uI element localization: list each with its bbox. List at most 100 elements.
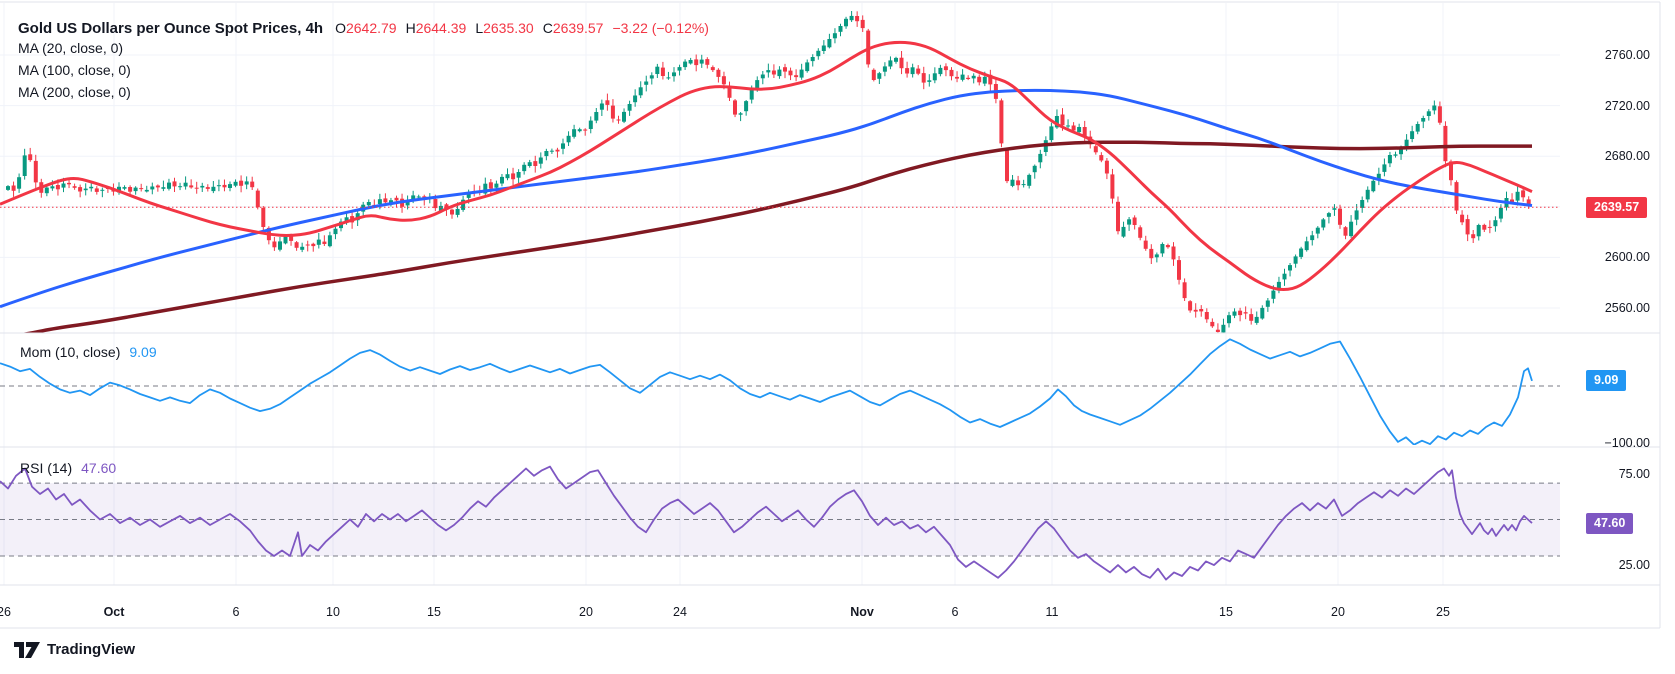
- candle-up: [982, 76, 987, 84]
- candle-down: [899, 57, 904, 69]
- candle-up: [89, 186, 94, 189]
- ma200-legend[interactable]: MA (200, close, 0): [18, 84, 131, 100]
- time-tick-label: 11: [1045, 605, 1059, 619]
- candle-up: [144, 189, 149, 192]
- candle-up: [572, 129, 577, 137]
- candle-up: [1304, 241, 1309, 251]
- candle-down: [1343, 227, 1348, 236]
- symbol-title-row[interactable]: Gold US Dollars per Ounce Spot Prices, 4…: [18, 20, 709, 37]
- candle-down: [1465, 219, 1470, 235]
- mom-pane[interactable]: [0, 338, 1533, 445]
- candle-up: [500, 176, 504, 184]
- candle-down: [710, 67, 715, 71]
- candle-up: [283, 235, 288, 244]
- candle-up: [838, 26, 843, 32]
- candle-up: [516, 172, 521, 178]
- rsi-pane-legend[interactable]: RSI (14) 47.60: [20, 460, 116, 476]
- candle-up: [1049, 126, 1054, 141]
- candle-up: [216, 185, 221, 187]
- candle-up: [1260, 307, 1265, 319]
- candle-up: [167, 182, 171, 189]
- candle-down: [444, 204, 449, 210]
- mom-pane-legend[interactable]: Mom (10, close) 9.09: [20, 344, 157, 360]
- candle-up: [1349, 221, 1354, 237]
- candle-down: [977, 76, 982, 83]
- tradingview-glyph-icon: [14, 641, 40, 658]
- time-tick-label: 25: [1436, 605, 1450, 619]
- candle-up: [527, 162, 532, 166]
- candle-up: [821, 45, 826, 51]
- price-tick-label: 2760.00: [1604, 48, 1650, 62]
- candle-down: [67, 182, 71, 185]
- candle-up: [1360, 200, 1365, 208]
- candle-up: [738, 113, 743, 115]
- candle-up: [549, 150, 554, 152]
- time-tick-label: 26: [0, 605, 11, 619]
- ma20-legend[interactable]: MA (20, close, 0): [18, 40, 124, 56]
- time-tick-label: Oct: [103, 605, 125, 619]
- time-tick-label: 20: [1331, 605, 1345, 619]
- price-scale[interactable]: 2760.00 2720.00 2680.00 2600.00 2560.00 2639.…: [1560, 0, 1675, 628]
- candle-down: [1177, 260, 1181, 280]
- candle-down: [771, 70, 776, 75]
- candle-down: [172, 181, 177, 187]
- rsi-pane[interactable]: [0, 465, 1533, 581]
- candle-up: [599, 103, 604, 110]
- candle-up: [183, 182, 188, 187]
- candle-down: [788, 70, 793, 76]
- candle-up: [1271, 290, 1276, 299]
- candle-up: [17, 177, 22, 189]
- candle-up: [1371, 180, 1376, 192]
- tradingview-logo[interactable]: TradingView: [14, 641, 135, 658]
- high-label: H: [405, 20, 416, 36]
- candle-down: [1116, 201, 1120, 232]
- candle-up: [1121, 226, 1126, 237]
- rsi-tick-label: 75.00: [1618, 466, 1650, 481]
- candle-up: [644, 81, 649, 85]
- ma100-line: [0, 88, 1533, 309]
- last-price-badge: 2639.57: [1586, 196, 1648, 218]
- price-tick-label: 2680.00: [1604, 149, 1650, 164]
- time-scale[interactable]: 26 Oct 6 10 15 20 24 Nov 6 11 15 20 25: [0, 585, 1560, 628]
- time-tick-label: 10: [326, 605, 340, 619]
- candle-up: [799, 69, 804, 78]
- candle-up: [333, 228, 338, 235]
- candle-down: [1005, 149, 1009, 182]
- candle-up: [6, 186, 10, 190]
- candle-up: [344, 217, 349, 223]
- candle-up: [677, 67, 682, 71]
- candle-up: [688, 60, 693, 64]
- candle-up: [1498, 207, 1503, 219]
- candle-up: [932, 73, 937, 81]
- ohlc-close: C2639.57: [543, 20, 604, 36]
- time-tick-label: 20: [579, 605, 593, 619]
- time-tick-label: Nov: [850, 605, 874, 619]
- candle-up: [411, 195, 416, 201]
- candle-up: [161, 187, 166, 189]
- candle-down: [916, 68, 921, 74]
- candle-down: [1249, 314, 1254, 321]
- candle-up: [849, 15, 854, 21]
- candle-up: [1221, 324, 1226, 333]
- candle-down: [11, 185, 16, 191]
- candle-down: [1471, 234, 1476, 239]
- candle-down: [733, 100, 737, 115]
- candle-down: [660, 67, 665, 76]
- candle-up: [200, 185, 205, 188]
- candle-up: [1376, 173, 1381, 179]
- candle-down: [871, 69, 876, 80]
- candle-down: [1454, 182, 1459, 211]
- price-pane[interactable]: [0, 11, 1533, 338]
- tradingview-brand-text: TradingView: [47, 641, 136, 658]
- candle-down: [28, 154, 33, 161]
- candle-up: [649, 75, 654, 79]
- candle-up: [927, 80, 932, 82]
- candle-down: [716, 69, 721, 77]
- price-tick-label: 2720.00: [1604, 98, 1650, 113]
- candle-down: [205, 187, 210, 189]
- candle-down: [855, 16, 860, 22]
- ma100-legend[interactable]: MA (100, close, 0): [18, 62, 131, 78]
- candle-up: [1404, 139, 1409, 146]
- candle-up: [1010, 179, 1015, 186]
